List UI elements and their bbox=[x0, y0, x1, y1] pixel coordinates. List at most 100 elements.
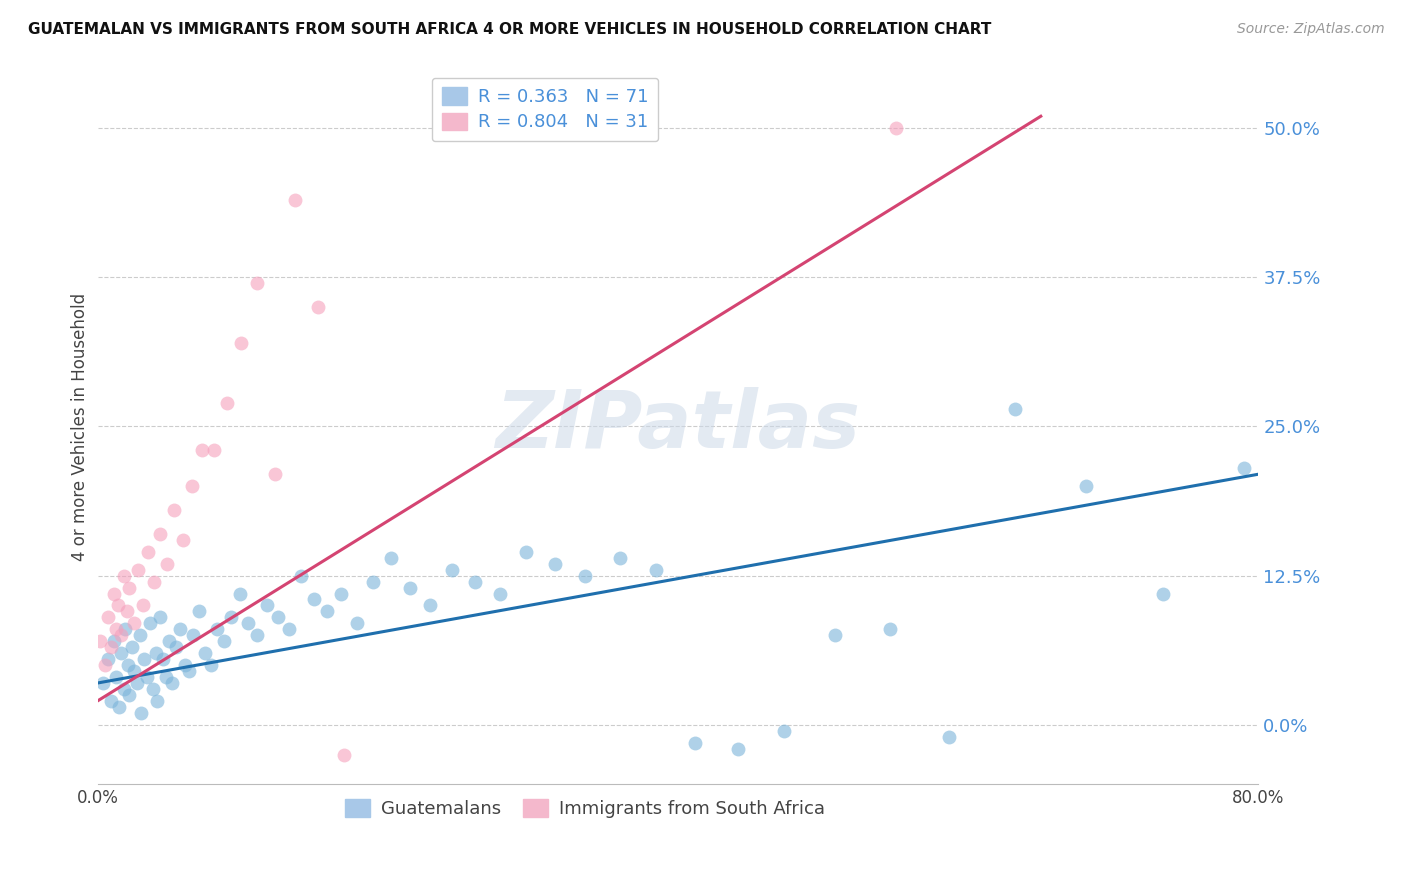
Point bbox=[440, 563, 463, 577]
Point bbox=[1233, 461, 1256, 475]
Point bbox=[138, 545, 160, 559]
Point bbox=[1152, 586, 1174, 600]
Point bbox=[155, 670, 177, 684]
Point bbox=[105, 670, 128, 684]
Point bbox=[135, 670, 157, 684]
Point bbox=[160, 676, 183, 690]
Point bbox=[117, 658, 139, 673]
Point bbox=[125, 676, 148, 690]
Point bbox=[142, 681, 165, 696]
Point bbox=[97, 652, 120, 666]
Point bbox=[149, 610, 172, 624]
Point bbox=[112, 681, 135, 696]
Point bbox=[146, 694, 169, 708]
Point bbox=[333, 747, 356, 762]
Point bbox=[145, 646, 167, 660]
Point bbox=[129, 706, 152, 720]
Text: ZIPatlas: ZIPatlas bbox=[495, 387, 860, 466]
Point bbox=[278, 623, 301, 637]
Point bbox=[112, 568, 135, 582]
Point bbox=[100, 640, 122, 655]
Point bbox=[118, 688, 141, 702]
Point bbox=[380, 550, 402, 565]
Point bbox=[163, 503, 186, 517]
Point bbox=[307, 300, 329, 314]
Point bbox=[727, 741, 749, 756]
Point bbox=[205, 623, 228, 637]
Point bbox=[302, 592, 325, 607]
Point bbox=[131, 599, 153, 613]
Point bbox=[330, 586, 353, 600]
Point bbox=[238, 616, 260, 631]
Point bbox=[110, 628, 132, 642]
Point bbox=[93, 676, 115, 690]
Point bbox=[157, 634, 180, 648]
Point bbox=[884, 121, 907, 136]
Point bbox=[219, 610, 242, 624]
Point bbox=[122, 616, 145, 631]
Point bbox=[419, 599, 441, 613]
Point bbox=[115, 604, 138, 618]
Point bbox=[215, 395, 238, 409]
Point bbox=[515, 545, 537, 559]
Legend: Guatemalans, Immigrants from South Africa: Guatemalans, Immigrants from South Afric… bbox=[337, 792, 832, 825]
Point bbox=[122, 664, 145, 678]
Point bbox=[191, 443, 214, 458]
Point bbox=[121, 640, 143, 655]
Point bbox=[103, 586, 125, 600]
Point bbox=[139, 616, 162, 631]
Point bbox=[127, 563, 149, 577]
Point bbox=[315, 604, 337, 618]
Point bbox=[290, 568, 312, 582]
Point bbox=[169, 623, 191, 637]
Point bbox=[177, 664, 200, 678]
Point bbox=[110, 646, 132, 660]
Point bbox=[149, 526, 172, 541]
Point bbox=[361, 574, 384, 589]
Point bbox=[1074, 479, 1097, 493]
Point bbox=[246, 277, 269, 291]
Point bbox=[256, 599, 278, 613]
Point bbox=[118, 581, 141, 595]
Point bbox=[183, 628, 205, 642]
Point bbox=[202, 443, 225, 458]
Point bbox=[346, 616, 368, 631]
Point bbox=[231, 335, 253, 350]
Point bbox=[156, 557, 179, 571]
Point bbox=[172, 533, 194, 547]
Point bbox=[544, 557, 567, 571]
Point bbox=[464, 574, 486, 589]
Point bbox=[284, 193, 307, 207]
Point bbox=[108, 699, 131, 714]
Point bbox=[574, 568, 596, 582]
Point bbox=[246, 628, 269, 642]
Point bbox=[107, 599, 129, 613]
Point bbox=[645, 563, 668, 577]
Point bbox=[938, 730, 960, 744]
Point bbox=[266, 610, 288, 624]
Point bbox=[188, 604, 211, 618]
Point bbox=[609, 550, 631, 565]
Point bbox=[89, 634, 111, 648]
Point bbox=[103, 634, 125, 648]
Point bbox=[194, 646, 217, 660]
Point bbox=[1004, 401, 1026, 416]
Text: GUATEMALAN VS IMMIGRANTS FROM SOUTH AFRICA 4 OR MORE VEHICLES IN HOUSEHOLD CORRE: GUATEMALAN VS IMMIGRANTS FROM SOUTH AFRI… bbox=[28, 22, 991, 37]
Text: Source: ZipAtlas.com: Source: ZipAtlas.com bbox=[1237, 22, 1385, 37]
Point bbox=[152, 652, 174, 666]
Point bbox=[879, 623, 901, 637]
Point bbox=[105, 623, 128, 637]
Point bbox=[212, 634, 235, 648]
Point bbox=[100, 694, 122, 708]
Point bbox=[143, 574, 166, 589]
Point bbox=[165, 640, 187, 655]
Point bbox=[114, 623, 136, 637]
Point bbox=[180, 479, 202, 493]
Y-axis label: 4 or more Vehicles in Household: 4 or more Vehicles in Household bbox=[72, 293, 89, 560]
Point bbox=[229, 586, 252, 600]
Point bbox=[773, 723, 796, 738]
Point bbox=[685, 736, 707, 750]
Point bbox=[200, 658, 222, 673]
Point bbox=[173, 658, 195, 673]
Point bbox=[398, 581, 420, 595]
